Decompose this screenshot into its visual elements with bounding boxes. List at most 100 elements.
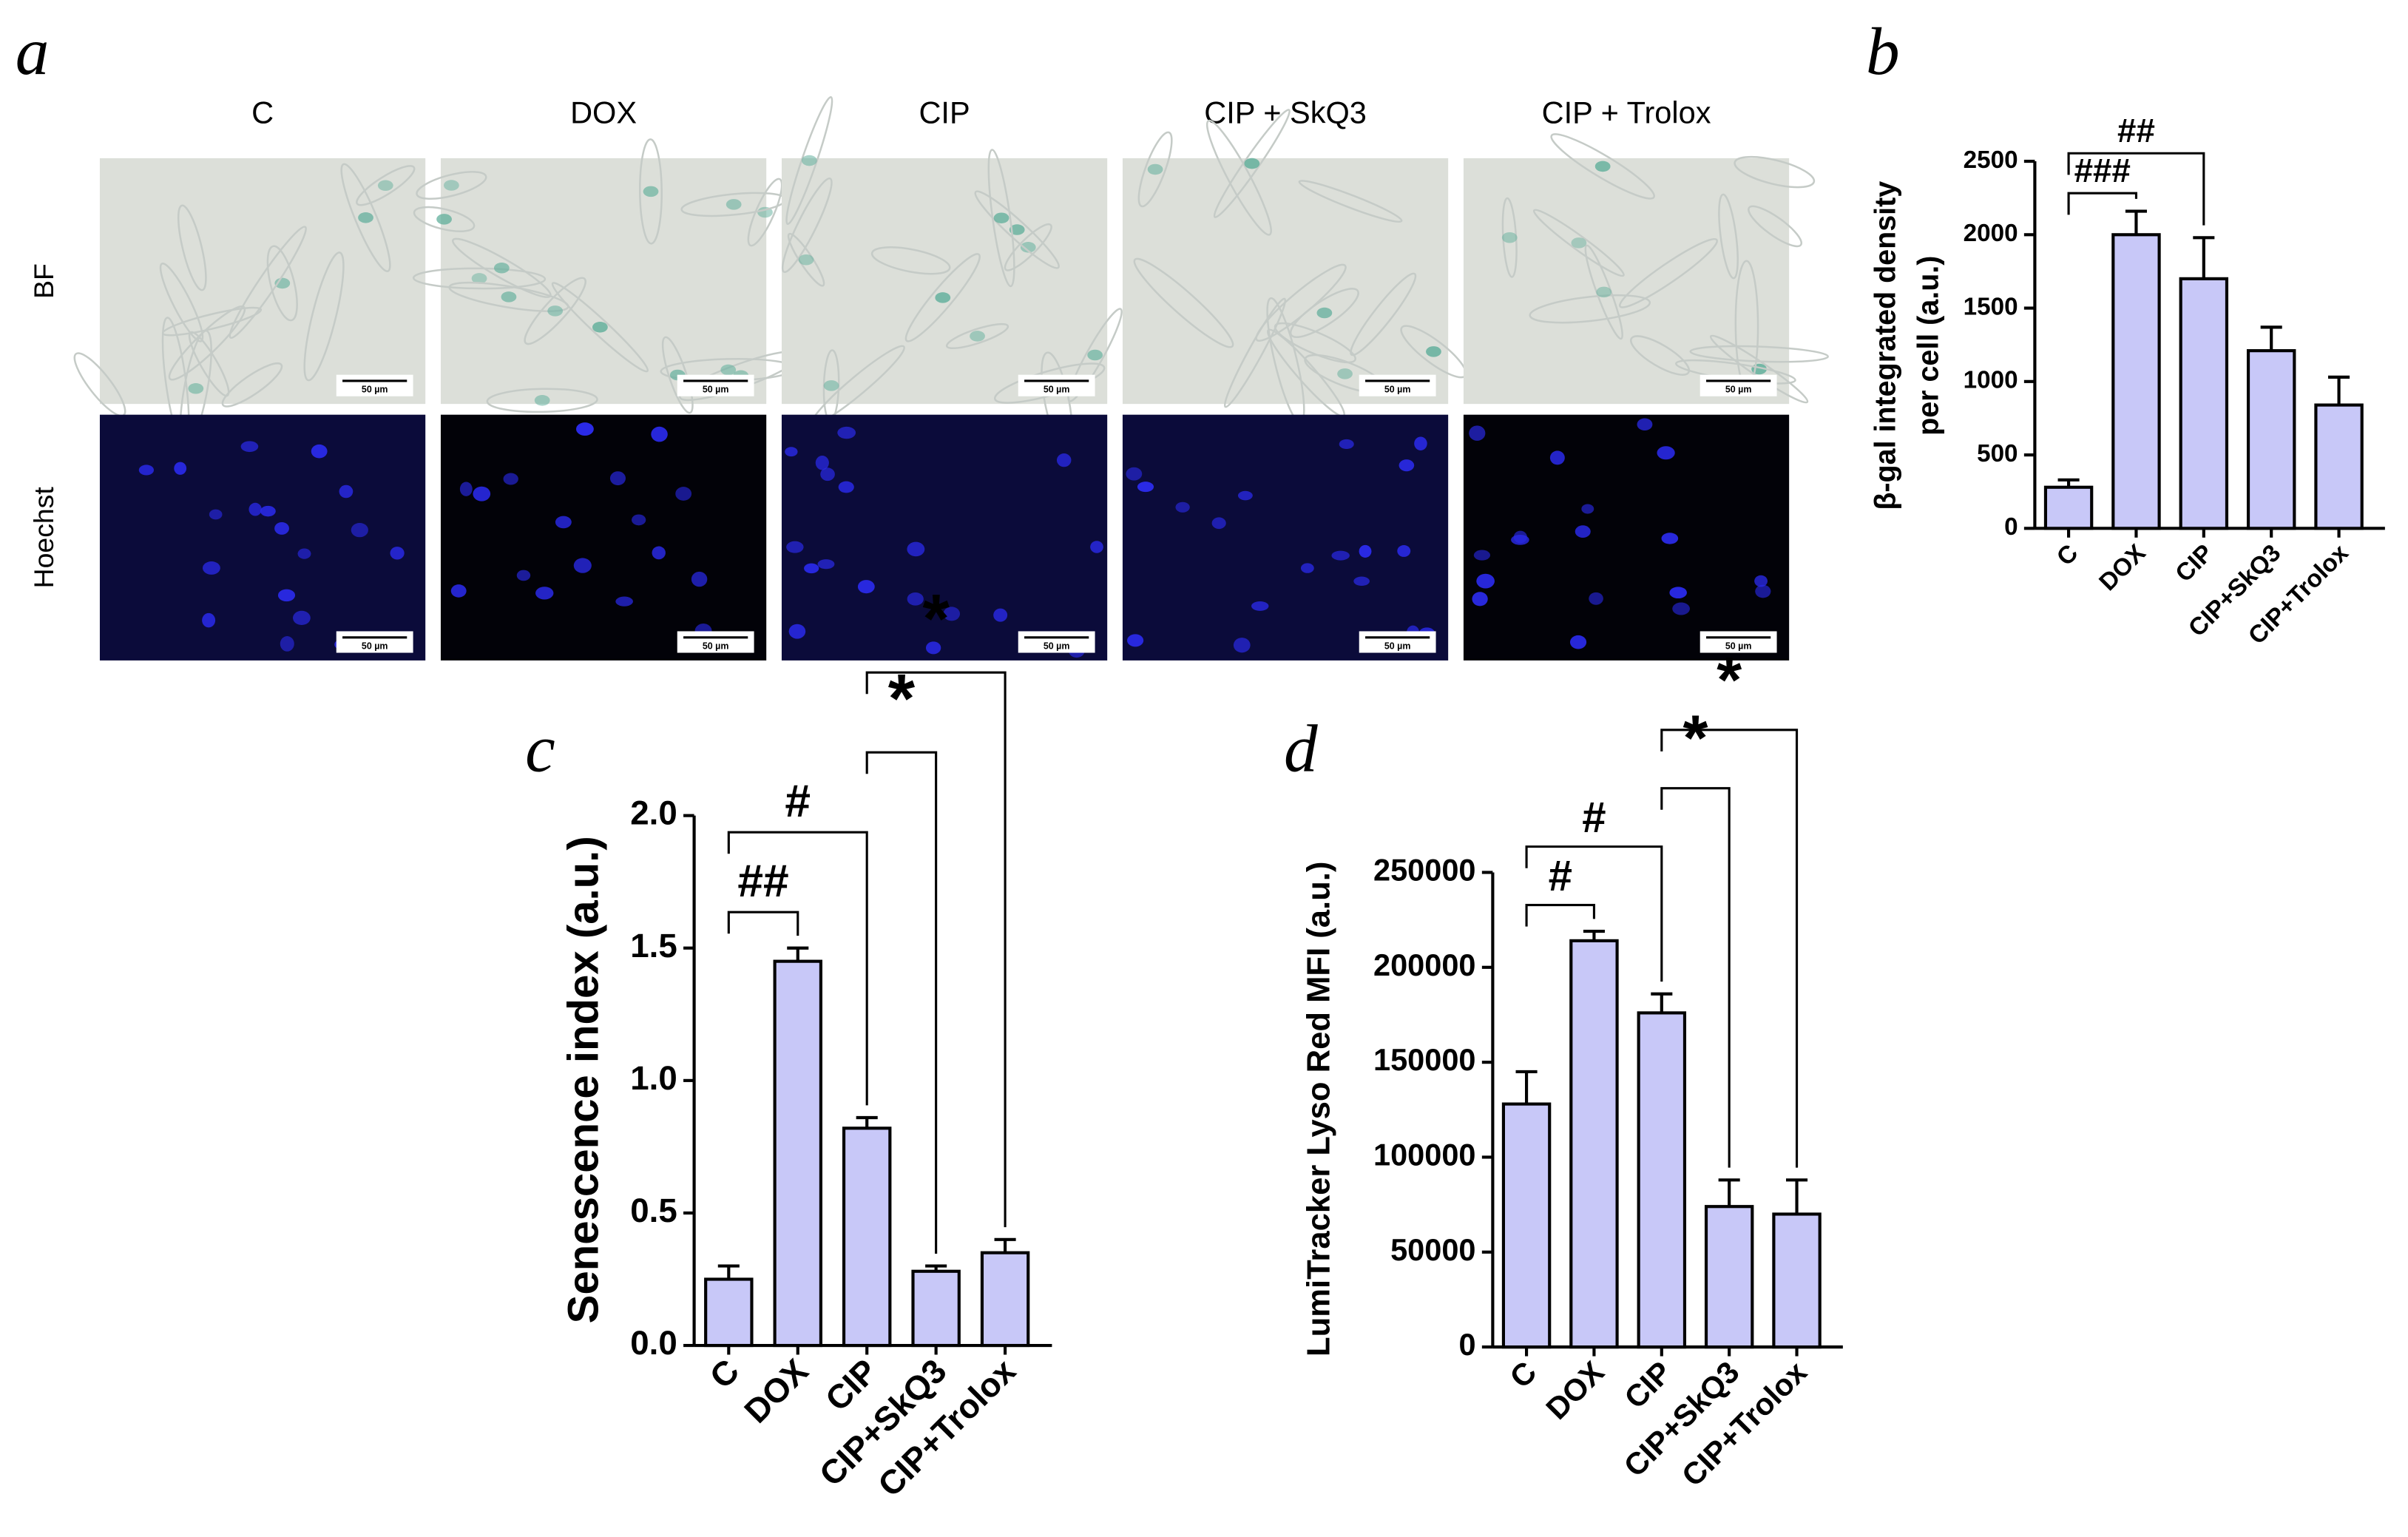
nucleus: [1549, 450, 1565, 465]
scale-box: [1359, 374, 1436, 396]
nucleus: [788, 624, 806, 639]
cell: [1133, 257, 1234, 348]
cell: [1274, 322, 1356, 364]
nucleus: [1472, 592, 1488, 607]
nucleus: [651, 426, 668, 442]
y-tick-label: 0: [2004, 513, 2018, 541]
scale-box: [677, 374, 754, 396]
cell: [451, 237, 552, 298]
cell: [1532, 209, 1625, 277]
nucleus: [555, 516, 572, 529]
scale-label: 50 µm: [1384, 641, 1411, 652]
cell: [413, 206, 476, 232]
y-tick-label: 2500: [1964, 146, 2018, 174]
nucleus: [1056, 453, 1072, 467]
cell: [1584, 244, 1623, 340]
y-tick-label: 500: [1977, 440, 2018, 467]
scale-box: [677, 631, 754, 653]
cell: [1298, 180, 1403, 223]
micrograph: 50 µm: [1463, 414, 1790, 661]
nucleus: [297, 548, 311, 559]
cell: [303, 251, 345, 382]
nucleus: [632, 514, 646, 526]
stain: [1426, 346, 1441, 357]
image-background: [99, 414, 426, 661]
cell: [1137, 131, 1173, 208]
nucleus: [1476, 573, 1495, 589]
stain: [592, 322, 608, 333]
y-tick-label: 200000: [1373, 947, 1476, 982]
nucleus: [1397, 544, 1411, 557]
bar: [1772, 1212, 1822, 1349]
nucleus: [820, 467, 835, 482]
nucleus: [1657, 446, 1675, 460]
cell: [524, 277, 586, 345]
nucleus: [450, 584, 467, 598]
nucleus: [1353, 576, 1370, 587]
nucleus: [804, 563, 819, 574]
nucleus: [240, 441, 259, 453]
micrograph: 50 µm: [99, 414, 426, 661]
cell: [781, 177, 833, 274]
x-tick-label: DOX: [2094, 539, 2151, 596]
stain: [1316, 307, 1333, 319]
cell: [1734, 155, 1816, 189]
nucleus: [535, 587, 554, 600]
cell: [1748, 205, 1802, 248]
stain: [720, 364, 737, 376]
bar: [704, 1277, 754, 1348]
cell: [416, 171, 487, 200]
stain: [493, 263, 510, 274]
y-tick-label: 0: [1458, 1327, 1475, 1362]
significance-label: ##: [737, 856, 788, 907]
x-tick-label: C: [703, 1352, 746, 1396]
y-tick-label: 1.0: [630, 1059, 677, 1097]
nucleus: [1669, 587, 1687, 599]
scale-box: [1700, 374, 1777, 396]
bar: [1501, 1102, 1552, 1349]
cell: [266, 245, 298, 322]
nucleus: [993, 608, 1008, 622]
significance-label: ##: [2117, 112, 2155, 149]
bar: [842, 1126, 892, 1348]
significance-label: #: [785, 776, 811, 827]
nucleus: [1359, 544, 1372, 558]
nucleus: [615, 596, 633, 607]
stain: [436, 214, 452, 225]
nucleus: [293, 610, 311, 626]
cell: [974, 190, 1060, 269]
micrograph: 50 µm: [440, 414, 767, 661]
x-tick-label: C: [2052, 539, 2083, 571]
cell: [412, 267, 547, 290]
cell: [1550, 133, 1655, 200]
nucleus: [138, 465, 155, 476]
nucleus: [339, 484, 354, 499]
y-axis-label: LumiTracker Lyso Red MFI (a.u.): [1301, 862, 1336, 1357]
significance-bracket: [727, 831, 868, 1106]
nucleus: [1569, 635, 1587, 649]
nucleus: [1473, 550, 1491, 561]
nucleus: [943, 607, 961, 621]
panel-label: a: [16, 14, 50, 89]
stain: [1020, 242, 1036, 253]
bar: [1637, 1011, 1687, 1349]
image-background: [440, 158, 767, 405]
stain: [547, 305, 564, 317]
nucleus: [1399, 459, 1415, 472]
nucleus: [1237, 490, 1253, 501]
y-tick-label: 2.0: [630, 794, 677, 832]
nucleus: [1575, 525, 1591, 538]
stain: [993, 212, 1009, 223]
nucleus: [817, 559, 835, 570]
nucleus: [1672, 602, 1690, 615]
nucleus: [277, 589, 296, 602]
y-tick-label: 2000: [1964, 220, 2018, 247]
image-background: [99, 158, 426, 405]
stain: [443, 180, 459, 191]
nucleus: [857, 580, 875, 594]
scale-box: [1700, 631, 1777, 653]
nucleus: [907, 592, 924, 606]
bar: [980, 1251, 1030, 1348]
nucleus: [1090, 541, 1103, 553]
nucleus: [260, 505, 276, 517]
